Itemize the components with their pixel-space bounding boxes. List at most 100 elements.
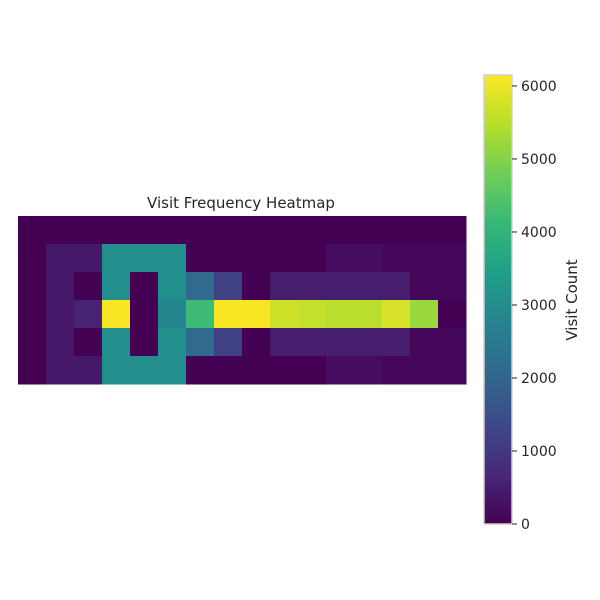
heatmap-cell [102, 216, 131, 245]
heatmap-cell [102, 300, 131, 329]
heatmap-cell [102, 244, 131, 273]
heatmap-cell [438, 356, 467, 385]
heatmap-cell [74, 328, 103, 357]
heatmap-cell [354, 356, 383, 385]
heatmap-cell [410, 356, 439, 385]
heatmap-cell [298, 244, 327, 273]
heatmap-cell [214, 328, 243, 357]
heatmap-cell [382, 328, 411, 357]
heatmap-cell [74, 216, 103, 245]
heatmap-cell [326, 244, 355, 273]
heatmap-cell [354, 244, 383, 273]
heatmap-cell [18, 356, 47, 385]
heatmap-cell [46, 244, 75, 273]
colorbar-gradient [483, 74, 513, 525]
heatmap-cell [270, 300, 299, 329]
heatmap-cell [46, 272, 75, 301]
colorbar-tick-label: 1000 [521, 444, 557, 460]
heatmap-cell [214, 356, 243, 385]
heatmap-cell [242, 300, 271, 329]
heatmap-cell [158, 328, 187, 357]
heatmap-cell [438, 328, 467, 357]
heatmap-cell [130, 244, 159, 273]
heatmap-cell [214, 244, 243, 273]
chart-title: Visit Frequency Heatmap [147, 194, 335, 212]
colorbar-tick-label: 5000 [521, 152, 557, 168]
heatmap-cell [354, 216, 383, 245]
colorbar-tick-label: 2000 [521, 371, 557, 387]
colorbar-tick-label: 6000 [521, 79, 557, 95]
heatmap-cell [46, 216, 75, 245]
heatmap-cell [18, 216, 47, 245]
heatmap-cell [438, 272, 467, 301]
heatmap-cell [354, 328, 383, 357]
heatmap-cell [354, 272, 383, 301]
heatmap-cell [242, 328, 271, 357]
heatmap-cell [18, 328, 47, 357]
heatmap-cell [74, 300, 103, 329]
heatmap-cell [74, 272, 103, 301]
heatmap-cell [102, 272, 131, 301]
heatmap-cell [158, 244, 187, 273]
heatmap-cell [46, 356, 75, 385]
heatmap-cell [326, 216, 355, 245]
heatmap-cell [438, 244, 467, 273]
heatmap-cell [410, 300, 439, 329]
colorbar-tick-label: 0 [521, 517, 530, 533]
heatmap-cell [438, 300, 467, 329]
heatmap-cell [186, 244, 215, 273]
heatmap-cell [130, 216, 159, 245]
heatmap-cell [270, 216, 299, 245]
heatmap-cell [298, 356, 327, 385]
heatmap-cell [130, 328, 159, 357]
heatmap-cell [326, 300, 355, 329]
heatmap-cell [410, 272, 439, 301]
heatmap-cell [18, 300, 47, 329]
heatmap-cell [102, 328, 131, 357]
heatmap-cell [326, 272, 355, 301]
heatmap-cell [46, 328, 75, 357]
colorbar-tick-label: 3000 [521, 298, 557, 314]
heatmap-cell [270, 272, 299, 301]
heatmap-cell [158, 272, 187, 301]
colorbar-ticks: 0 1000 2000 3000 4000 5000 6000 [512, 79, 557, 533]
heatmap-cell [410, 244, 439, 273]
heatmap-cell [270, 244, 299, 273]
heatmap-cell [326, 328, 355, 357]
heatmap-cell [158, 300, 187, 329]
colorbar: 0 1000 2000 3000 4000 5000 6000 Visit Count [483, 74, 581, 533]
heatmap-cell [438, 216, 467, 245]
heatmap-cell [326, 356, 355, 385]
heatmap-cell [18, 272, 47, 301]
heatmap-cell [298, 216, 327, 245]
heatmap-cell [186, 216, 215, 245]
heatmap-cell [242, 356, 271, 385]
colorbar-tick-label: 4000 [521, 225, 557, 241]
heatmap-cell [410, 328, 439, 357]
heatmap-cell [298, 328, 327, 357]
heatmap-cell [158, 356, 187, 385]
heatmap-cell [18, 244, 47, 273]
heatmap-cell [186, 300, 215, 329]
heatmap-cell [270, 328, 299, 357]
heatmap-cell [46, 300, 75, 329]
heatmap-cell [298, 300, 327, 329]
heatmap-cell [242, 272, 271, 301]
heatmap-cell [382, 356, 411, 385]
heatmap-cell [354, 300, 383, 329]
heatmap-cell [102, 356, 131, 385]
heatmap-cell [186, 356, 215, 385]
heatmap-cell [186, 272, 215, 301]
heatmap-cell [186, 328, 215, 357]
heatmap-cell [382, 244, 411, 273]
heatmap-cell [74, 244, 103, 273]
heatmap-cell [130, 356, 159, 385]
heatmap-cell [410, 216, 439, 245]
heatmap-cell [382, 216, 411, 245]
heatmap-cell [298, 272, 327, 301]
heatmap-cell [130, 300, 159, 329]
colorbar-label: Visit Count [563, 259, 581, 340]
heatmap-cell [382, 272, 411, 301]
heatmap-cells [18, 216, 467, 385]
